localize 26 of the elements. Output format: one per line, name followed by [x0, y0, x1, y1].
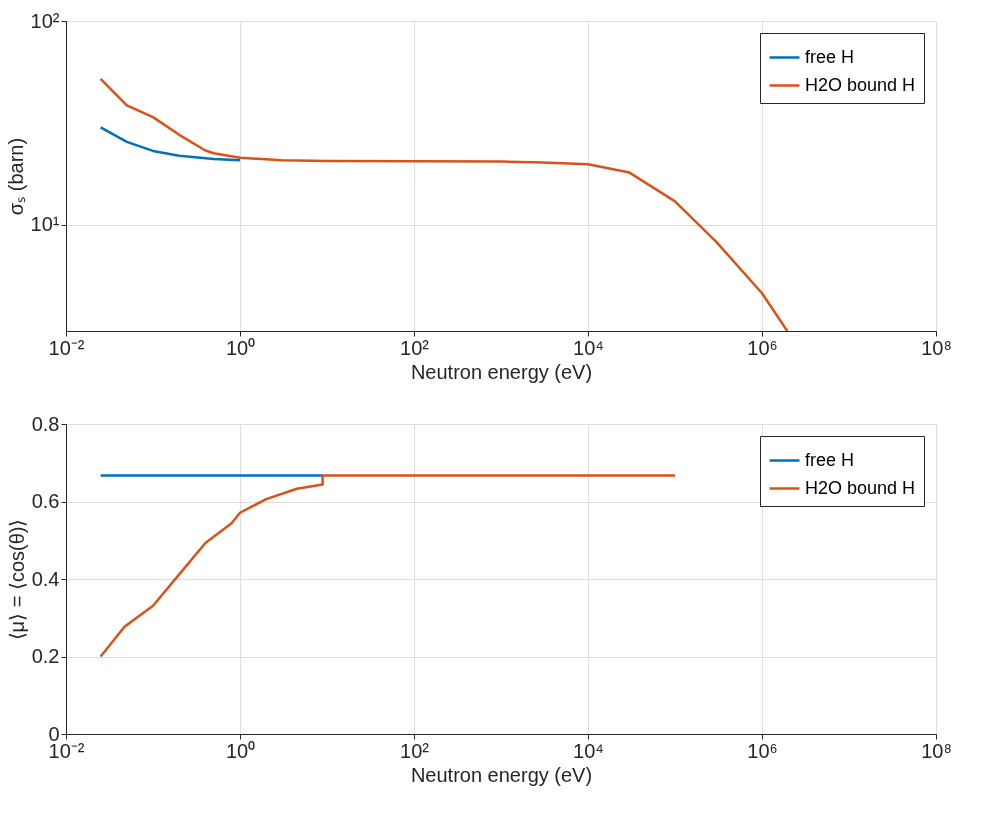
- x-tick-label: 10⁶: [747, 336, 778, 359]
- x-tick-label: 10⁰: [225, 336, 256, 359]
- legend-label: free H: [805, 46, 855, 67]
- legend-label: H2O bound H: [805, 74, 916, 95]
- x-tick-label: 10²: [400, 739, 430, 762]
- legend-label: H2O bound H: [805, 477, 916, 498]
- x-tick-label: 10⁰: [225, 739, 256, 762]
- x-tick-label: 10⁻²: [48, 336, 85, 359]
- x-tick-label: 10⁸: [921, 336, 952, 359]
- x-tick-label: 10⁸: [921, 739, 952, 762]
- x-tick-label: 10²: [400, 336, 430, 359]
- x-tick-label: 10⁴: [573, 336, 604, 359]
- x-axis-title: Neutron energy (eV): [410, 360, 593, 383]
- x-tick-label: 10⁶: [747, 739, 778, 762]
- x-axis-title: Neutron energy (eV): [410, 763, 593, 786]
- y-tick-label: 0.4: [31, 567, 60, 590]
- y-tick-label: 0.8: [31, 412, 60, 435]
- y-axis-title: σₛ (barn): [4, 137, 27, 216]
- y-tick-label: 0.2: [31, 645, 60, 667]
- y-tick-label: 10²: [30, 9, 60, 32]
- x-tick-label: 10⁴: [573, 739, 604, 762]
- y-tick-label: 0.6: [31, 490, 60, 512]
- y-tick-label: 0: [48, 722, 60, 745]
- y-axis-title: ⟨μ⟩ = ⟨cos(θ)⟩: [5, 518, 28, 641]
- y-tick-label: 10¹: [30, 213, 60, 236]
- legend-label: free H: [805, 449, 855, 470]
